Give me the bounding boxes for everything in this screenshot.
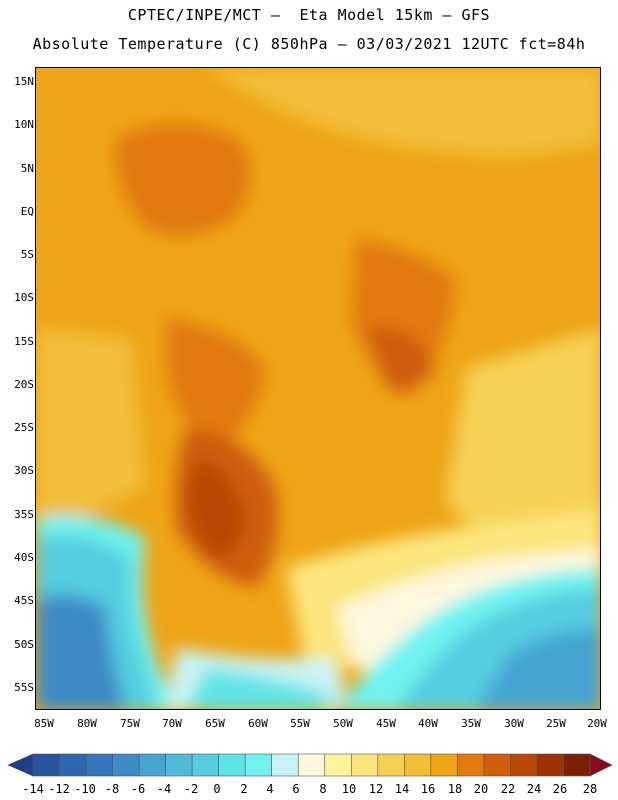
lat-label: 45S xyxy=(14,594,34,607)
colorbar-swatch xyxy=(457,753,485,777)
colorbar-swatch xyxy=(350,753,379,777)
colorbar-label: 14 xyxy=(394,782,410,796)
colorbar-label: 10 xyxy=(341,782,357,796)
lat-label: 40S xyxy=(14,551,34,564)
lat-label: 5S xyxy=(20,248,34,261)
colorbar-swatch xyxy=(377,753,405,777)
colorbar-label: 18 xyxy=(447,782,463,796)
lat-label: 30S xyxy=(14,464,34,477)
lat-label: 15S xyxy=(14,335,34,348)
colorbar-label: -6 xyxy=(130,782,146,796)
colorbar-label: 4 xyxy=(266,782,274,796)
lat-label: 15N xyxy=(14,75,34,88)
lat-label: 5N xyxy=(20,162,34,175)
colorbar-swatch xyxy=(324,753,352,777)
lat-label: 25S xyxy=(14,421,34,434)
lat-label: 10S xyxy=(14,291,34,304)
lat-label: 10N xyxy=(14,118,34,131)
colorbar-label: 16 xyxy=(420,782,436,796)
colorbar-label: -2 xyxy=(183,782,199,796)
lon-label: 70W xyxy=(162,717,182,730)
lon-label: 80W xyxy=(77,717,97,730)
colorbar-swatch xyxy=(430,753,458,777)
colorbar-label: -8 xyxy=(104,782,120,796)
colorbar-label: 20 xyxy=(473,782,489,796)
chart-title-line2: Absolute Temperature (C) 850hPa – 03/03/… xyxy=(32,35,586,53)
lat-label: 50S xyxy=(14,638,34,651)
colorbar-swatch xyxy=(85,753,113,777)
colorbar-swatch xyxy=(483,753,511,777)
temperature-map xyxy=(35,67,601,710)
colorbar-swatch xyxy=(165,753,193,777)
lon-label: 40W xyxy=(418,717,438,730)
lon-label: 55W xyxy=(290,717,310,730)
colorbar-swatch xyxy=(32,753,60,777)
lon-label: 30W xyxy=(504,717,524,730)
colorbar-swatch xyxy=(244,753,273,777)
lon-label: 75W xyxy=(120,717,140,730)
colorbar-swatch xyxy=(510,753,538,777)
colorbar-swatch xyxy=(7,753,34,777)
colorbar xyxy=(7,753,613,777)
colorbar-label: -4 xyxy=(156,782,172,796)
colorbar-label: -14 xyxy=(22,782,44,796)
lat-label: 20S xyxy=(14,378,34,391)
colorbar-swatch xyxy=(536,753,564,777)
lat-label: 35S xyxy=(14,508,34,521)
colorbar-label: 22 xyxy=(500,782,516,796)
colorbar-swatch xyxy=(138,753,166,777)
lon-label: 65W xyxy=(205,717,225,730)
colorbar-swatch xyxy=(563,753,591,777)
colorbar-label: -12 xyxy=(48,782,70,796)
colorbar-swatch xyxy=(589,753,613,777)
colorbar-swatch xyxy=(218,753,246,777)
colorbar-label: 26 xyxy=(552,782,568,796)
colorbar-label: 6 xyxy=(292,782,300,796)
colorbar-swatch xyxy=(404,753,432,777)
colorbar-label: 28 xyxy=(582,782,598,796)
colorbar-swatch xyxy=(59,753,87,777)
lon-label: 45W xyxy=(376,717,396,730)
lat-label: 55S xyxy=(14,681,34,694)
colorbar-swatch xyxy=(271,753,299,777)
colorbar-label: 0 xyxy=(213,782,221,796)
colorbar-label: 8 xyxy=(319,782,327,796)
colorbar-swatch xyxy=(112,753,140,777)
lon-label: 25W xyxy=(546,717,566,730)
lon-label: 35W xyxy=(461,717,481,730)
lat-label: EQ xyxy=(20,205,34,218)
temperature-field xyxy=(36,68,600,709)
colorbar-label: 2 xyxy=(240,782,248,796)
lon-label: 50W xyxy=(333,717,353,730)
colorbar-label: -10 xyxy=(74,782,96,796)
colorbar-swatch xyxy=(191,753,219,777)
lon-label: 85W xyxy=(34,717,54,730)
colorbar-label: 24 xyxy=(526,782,542,796)
lon-label: 60W xyxy=(248,717,268,730)
colorbar-swatch xyxy=(297,753,326,777)
colorbar-label: 12 xyxy=(368,782,384,796)
lon-label: 20W xyxy=(587,717,607,730)
chart-title-line1: CPTEC/INPE/MCT – Eta Model 15km – GFS xyxy=(127,6,491,24)
